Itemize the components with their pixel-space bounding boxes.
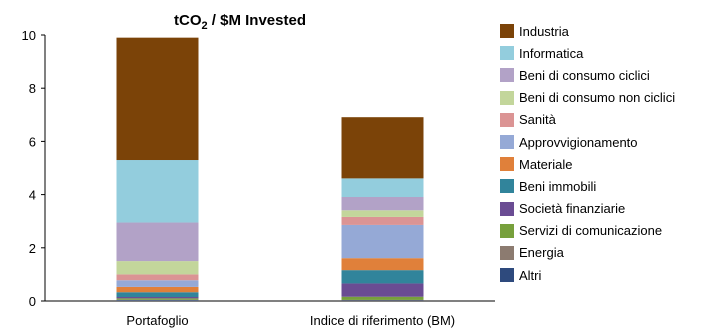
bar-segment-informatica-0 (116, 160, 199, 223)
bar-segment-energia-1 (341, 299, 424, 301)
legend-label: Società finanziarie (519, 201, 626, 217)
legend-label: Sanità (519, 112, 556, 128)
legend-label: Beni di consumo ciclici (519, 67, 650, 83)
legend-item: Approvvigionamento (500, 131, 675, 153)
legend-item: Industria (500, 20, 675, 42)
chart-title-subscript: 2 (202, 20, 208, 32)
bar-segment-servizi-di-comunicazione-1 (341, 296, 424, 300)
bar-segment-sanit--1 (341, 216, 424, 225)
legend-item: Beni di consumo non ciclici (500, 87, 675, 109)
legend: Industria Informatica Beni di consumo cicl… (500, 20, 675, 286)
legend-item: Servizi di comunicazione (500, 220, 675, 242)
bar-segment-industria-0 (116, 37, 199, 161)
bar-segment-servizi-di-comunicazione-0 (116, 298, 199, 300)
legend-item: Materiale (500, 153, 675, 175)
legend-swatch (500, 90, 514, 105)
bar-segment-beni-di-consumo-non-ciclici-1 (341, 210, 424, 217)
y-tick-label: 4 (29, 188, 36, 203)
bar-segment-energia-0 (116, 299, 199, 301)
legend-label: Informatica (519, 45, 584, 61)
bar-segment-beni-immobili-1 (341, 270, 424, 284)
stacked-bar-chart: tCO2 / $M Invested 0 2 4 6 8 10 Portafoglio In… (22, 12, 495, 328)
bar-segment-altri-0 (116, 300, 199, 301)
bar-segment-beni-di-consumo-ciclici-1 (341, 196, 424, 211)
legend-label: Materiale (519, 156, 573, 172)
bar-segment-materiale-0 (116, 286, 199, 293)
legend-item: Società finanziarie (500, 198, 675, 220)
bar-segment-approvvigionamento-0 (116, 280, 199, 287)
legend-swatch (500, 46, 514, 61)
bar-segment-sanit--0 (116, 274, 199, 281)
legend-item: Energia (500, 242, 675, 264)
y-tick-label: 0 (29, 294, 36, 309)
x-category-label: Portafoglio (126, 313, 188, 328)
bar-segment-beni-di-consumo-non-ciclici-0 (116, 261, 199, 275)
legend-label: Altri (519, 267, 542, 283)
bar-segment-approvvigionamento-1 (341, 224, 424, 259)
y-tick-label: 6 (29, 134, 36, 149)
bar-segment-industria-1 (341, 117, 424, 179)
legend-swatch (500, 24, 514, 39)
y-tick-label: 10 (22, 28, 36, 43)
legend-swatch (500, 135, 514, 150)
legend-label: Industria (519, 23, 569, 39)
legend-swatch (500, 201, 514, 216)
legend-item: Beni di consumo ciclici (500, 64, 675, 86)
legend-swatch (500, 157, 514, 172)
legend-label: Energia (519, 245, 564, 261)
legend-label: Servizi di comunicazione (519, 223, 663, 239)
x-category-label: Indice di riferimento (BM) (310, 313, 455, 328)
chart-title: tCO2 / $M Invested (174, 12, 306, 32)
legend-swatch (500, 68, 514, 83)
bar-segment-materiale-1 (341, 258, 424, 271)
legend-swatch (500, 268, 514, 283)
legend-swatch (500, 112, 514, 127)
legend-label: Beni immobili (519, 178, 597, 194)
bar-segment-beni-immobili-0 (116, 292, 199, 298)
legend-swatch (500, 179, 514, 194)
bar-segment-societ-finanziarie-1 (341, 283, 424, 297)
legend-label: Beni di consumo non ciclici (519, 90, 676, 106)
bar-segment-beni-di-consumo-ciclici-0 (116, 222, 199, 262)
y-tick-label: 2 (29, 241, 36, 256)
chart-title-suffix: / $M Invested (208, 12, 306, 29)
y-tick-label: 8 (29, 81, 36, 96)
legend-swatch (500, 223, 514, 238)
legend-item: Altri (500, 264, 675, 286)
legend-swatch (500, 245, 514, 260)
legend-item: Beni immobili (500, 175, 675, 197)
bar-segment-informatica-1 (341, 178, 424, 197)
legend-label: Approvvigionamento (519, 134, 638, 150)
legend-item: Sanità (500, 109, 675, 131)
bar-segment-societ-finanziarie-0 (116, 297, 199, 299)
legend-item: Informatica (500, 42, 675, 64)
bar-segment-altri-1 (341, 300, 424, 301)
